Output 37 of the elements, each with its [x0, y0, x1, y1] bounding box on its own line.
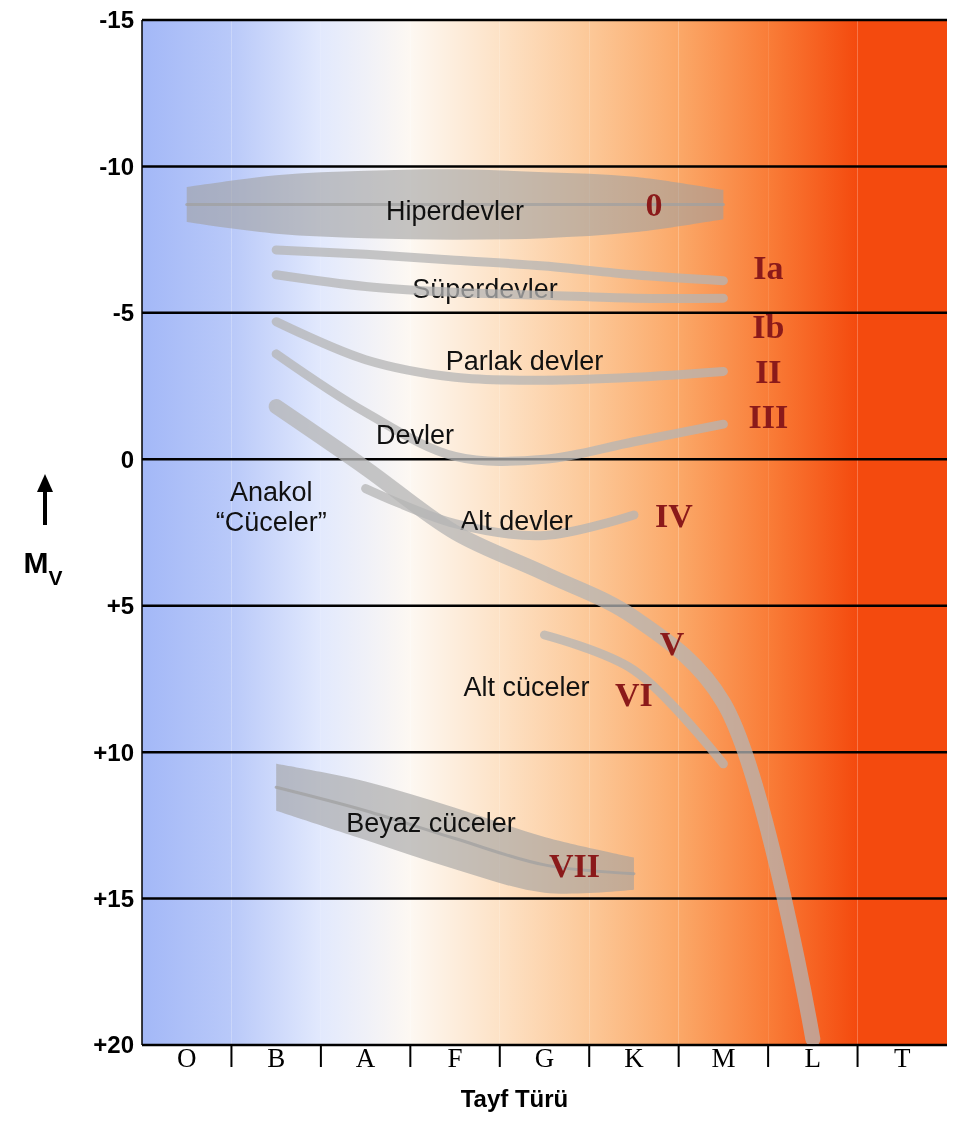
y-tick-label: -5 — [112, 299, 134, 327]
line-series — [274, 785, 636, 876]
series-label: Alt devler — [460, 505, 573, 536]
x-axis-title: Tayf Türü — [460, 1085, 569, 1112]
series-label: Alt cüceler — [463, 672, 590, 703]
annotation: Ia — [753, 248, 784, 286]
y-tick-label: -10 — [99, 152, 134, 180]
annotation: V — [659, 625, 685, 663]
x-tick-label: B — [267, 1043, 286, 1074]
x-tick-label: O — [176, 1043, 197, 1074]
annotation: Ib — [752, 308, 785, 346]
x-tick-label: T — [894, 1043, 912, 1074]
y-tick-label: +10 — [93, 738, 134, 766]
x-tick-label: L — [804, 1043, 822, 1074]
y-tick-label: +15 — [93, 884, 134, 912]
annotation: VII — [548, 846, 601, 884]
x-tick-label: F — [447, 1043, 463, 1074]
x-tick-label: A — [355, 1043, 376, 1074]
series-label: Parlak devler — [445, 345, 604, 376]
series-label: Süperdevler — [412, 273, 558, 304]
series-label: Beyaz cüceler — [346, 807, 516, 838]
x-tick-label: K — [624, 1043, 645, 1074]
series-label: Hiperdevler — [386, 195, 525, 226]
series-label: Anakol “Cüceler” — [215, 477, 327, 537]
annotation: VI — [615, 676, 653, 714]
y-tick-label: 0 — [120, 445, 134, 473]
y-tick-label: +5 — [106, 592, 134, 620]
y-axis-title: M$_{V}$ — [23, 546, 63, 589]
annotation: III — [748, 398, 789, 436]
annotation: 0 — [645, 186, 663, 224]
y-tick-label: -15 — [99, 6, 134, 34]
annotation: IV — [655, 496, 694, 534]
series-label: Devler — [376, 419, 455, 450]
y-tick-label: +20 — [93, 1031, 134, 1059]
annotation: II — [755, 353, 782, 391]
x-tick-label: M — [711, 1043, 736, 1074]
x-tick-label: G — [534, 1043, 555, 1074]
